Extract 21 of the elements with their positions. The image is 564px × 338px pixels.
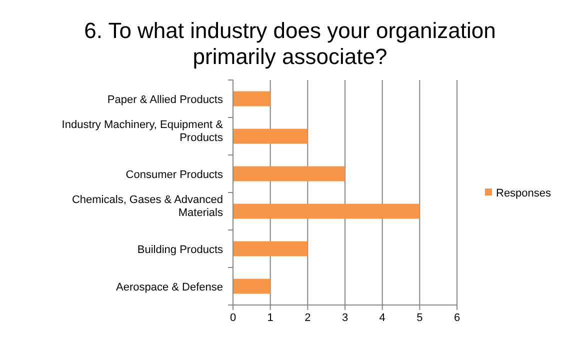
y-tick-label: Industry Machinery, Equipment & Products bbox=[62, 118, 224, 144]
y-tick-label: Aerospace & Defense bbox=[116, 281, 223, 294]
x-tick-label: 1 bbox=[267, 312, 274, 324]
bar bbox=[233, 278, 270, 294]
bar bbox=[233, 241, 308, 256]
bar bbox=[233, 128, 308, 144]
y-tick-label: Building Products bbox=[137, 244, 224, 256]
x-tick-label: 3 bbox=[342, 312, 348, 324]
x-tick-label: 5 bbox=[416, 312, 423, 324]
x-tick-label: 6 bbox=[454, 312, 460, 324]
x-tick-label: 4 bbox=[379, 312, 386, 324]
legend-label: Responses bbox=[496, 188, 552, 200]
y-tick-label: Consumer Products bbox=[126, 168, 224, 181]
chart-title: 6. To what industry does your organization primarily associate? bbox=[84, 18, 496, 69]
y-tick-label: Chemicals, Gases & Advanced Materials bbox=[72, 194, 224, 219]
bar bbox=[233, 91, 270, 106]
bar bbox=[233, 166, 345, 182]
y-tick-label: Paper & Allied Products bbox=[107, 94, 224, 106]
bar bbox=[233, 204, 420, 219]
x-tick-label: 0 bbox=[230, 312, 236, 324]
x-tick-label: 2 bbox=[304, 312, 311, 324]
